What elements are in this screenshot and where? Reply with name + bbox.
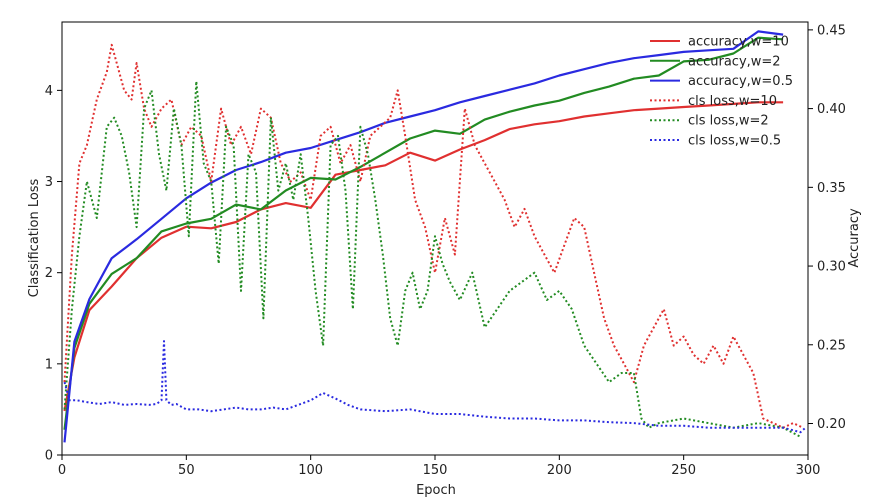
y-left-tick-label: 2: [45, 266, 53, 281]
y-right-tick-label: 0.45: [817, 23, 846, 38]
x-tick-label: 200: [547, 463, 572, 478]
x-tick-label: 300: [796, 463, 821, 478]
x-tick-label: 0: [58, 463, 66, 478]
y-right-tick-label: 0.35: [817, 181, 846, 196]
legend-label-4: cls loss,w=2: [688, 114, 769, 129]
x-tick-label: 50: [178, 463, 195, 478]
legend-label-0: accuracy,w=10: [688, 35, 789, 50]
y-left-axis-title: Classification Loss: [27, 178, 42, 297]
legend-label-3: cls loss,w=10: [688, 94, 777, 109]
y-left-tick-label: 0: [45, 449, 53, 464]
x-tick-label: 250: [671, 463, 696, 478]
series-line-0: [63, 101, 784, 412]
x-tick-label: 150: [423, 463, 448, 478]
axes-layer: 0 50 100 150 200 250 300 0 1 2 3 4 0.20 0.25 0.30 0.35 0…: [45, 23, 846, 478]
y-right-tick-label: 0.25: [817, 338, 846, 353]
legend-label-5: cls loss,w=0.5: [688, 134, 781, 149]
y-right-axis-title: Accuracy: [847, 208, 862, 268]
series-line-4: [63, 80, 801, 438]
series-line-3: [63, 43, 804, 429]
legend-label-1: accuracy,w=2: [688, 54, 781, 69]
series-line-1: [63, 36, 784, 430]
y-left-tick-label: 3: [45, 175, 53, 190]
x-tick-label: 100: [298, 463, 323, 478]
y-right-tick-label: 0.40: [817, 102, 846, 117]
series-line-5: [63, 340, 807, 434]
y-left-tick-label: 1: [45, 357, 53, 372]
series-layer: [63, 30, 807, 443]
series-line-2: [63, 30, 784, 443]
legend: accuracy,w=10 accuracy,w=2 accuracy,w=0.5 c…: [650, 35, 793, 149]
y-right-tick-label: 0.30: [817, 260, 846, 275]
legend-label-2: accuracy,w=0.5: [688, 74, 793, 89]
y-right-tick-label: 0.20: [817, 417, 846, 432]
y-left-tick-label: 4: [45, 84, 53, 99]
x-axis-title: Epoch: [416, 483, 456, 498]
